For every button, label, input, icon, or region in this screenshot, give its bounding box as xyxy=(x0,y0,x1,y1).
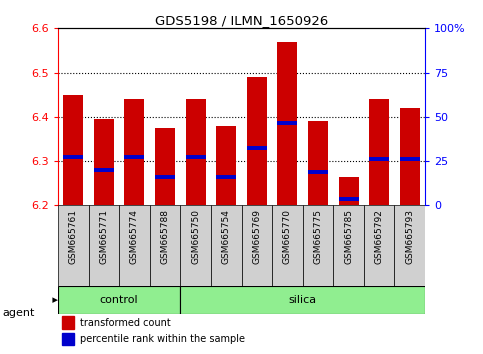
Bar xyxy=(242,205,272,286)
Text: GSM665792: GSM665792 xyxy=(375,209,384,264)
Bar xyxy=(277,121,298,125)
Text: GSM665774: GSM665774 xyxy=(130,209,139,264)
Bar xyxy=(277,42,298,205)
Bar xyxy=(94,168,114,172)
Text: GSM665793: GSM665793 xyxy=(405,209,414,264)
Text: GSM665754: GSM665754 xyxy=(222,209,231,264)
Bar xyxy=(155,128,175,205)
Bar xyxy=(88,205,119,286)
Bar xyxy=(400,157,420,161)
Bar xyxy=(94,119,114,205)
Bar xyxy=(364,205,395,286)
Bar xyxy=(58,286,180,314)
Bar xyxy=(63,95,83,205)
Text: GSM665788: GSM665788 xyxy=(160,209,170,264)
Bar xyxy=(180,205,211,286)
Bar xyxy=(369,157,389,161)
Bar xyxy=(62,333,74,345)
Bar xyxy=(395,205,425,286)
Text: GSM665769: GSM665769 xyxy=(252,209,261,264)
Bar xyxy=(119,205,150,286)
Bar xyxy=(308,121,328,205)
Bar xyxy=(272,205,303,286)
Bar xyxy=(247,146,267,150)
Bar xyxy=(125,99,144,205)
Text: GSM665750: GSM665750 xyxy=(191,209,200,264)
Bar xyxy=(185,155,206,159)
Title: GDS5198 / ILMN_1650926: GDS5198 / ILMN_1650926 xyxy=(155,14,328,27)
Bar xyxy=(180,286,425,314)
Bar xyxy=(185,99,206,205)
Text: transformed count: transformed count xyxy=(80,318,170,327)
Bar xyxy=(339,197,358,201)
Text: silica: silica xyxy=(289,295,317,305)
Bar xyxy=(62,316,74,329)
Bar xyxy=(216,175,236,178)
Text: control: control xyxy=(100,295,139,305)
Bar xyxy=(339,177,358,205)
Bar xyxy=(150,205,180,286)
Bar xyxy=(303,205,333,286)
Bar xyxy=(308,170,328,174)
Bar xyxy=(211,205,242,286)
Bar xyxy=(369,99,389,205)
Text: GSM665771: GSM665771 xyxy=(99,209,108,264)
Bar xyxy=(58,205,88,286)
Text: percentile rank within the sample: percentile rank within the sample xyxy=(80,334,245,344)
Bar xyxy=(216,126,236,205)
Bar xyxy=(247,77,267,205)
Text: GSM665770: GSM665770 xyxy=(283,209,292,264)
Bar xyxy=(400,108,420,205)
Bar xyxy=(63,155,83,159)
Text: GSM665761: GSM665761 xyxy=(69,209,78,264)
Text: agent: agent xyxy=(2,308,35,318)
Bar xyxy=(333,205,364,286)
Text: GSM665775: GSM665775 xyxy=(313,209,323,264)
Bar xyxy=(125,155,144,159)
Text: GSM665785: GSM665785 xyxy=(344,209,353,264)
Bar xyxy=(155,175,175,178)
